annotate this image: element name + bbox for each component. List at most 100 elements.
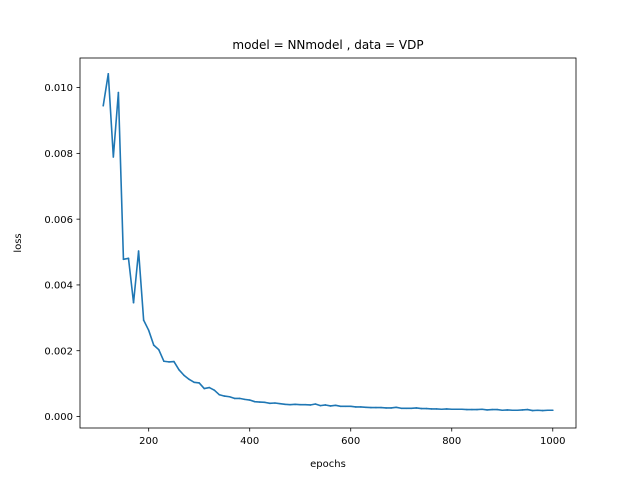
data-point [238,397,241,400]
data-point [410,407,413,410]
x-tick-label: 200 [139,436,158,447]
data-point [203,387,206,390]
x-tick-label: 1000 [540,436,565,447]
data-point [390,407,392,409]
data-point [415,407,418,409]
plot-frame [79,57,577,429]
y-axis-ticks: 0.000 0.002 0.004 0.006 0.008 0.010 [44,83,80,423]
data-point [284,403,286,406]
data-point [147,329,150,332]
data-point [102,104,105,107]
loss-line [102,72,554,412]
data-point [233,397,236,400]
data-point [112,156,115,158]
data-point [496,408,499,411]
data-point [122,258,125,261]
y-tick-label: 0.004 [44,281,73,292]
data-point [274,402,276,404]
data-point [516,409,519,412]
y-tick-label: 0.002 [44,346,73,357]
data-point [385,407,387,409]
data-point [531,409,534,412]
data-point [481,408,483,411]
chart-title: model = NNmodel , data = VDP [232,38,423,52]
data-point [395,406,397,409]
data-point [526,408,529,411]
data-point [455,408,458,411]
data-point [466,408,468,411]
data-point [461,408,463,411]
data-point [168,361,170,363]
data-point [157,348,160,351]
x-axis-label: epochs [310,459,346,470]
data-point [471,408,473,411]
data-point [299,403,302,406]
data-point [501,409,504,412]
data-point [450,408,453,411]
data-point [445,408,448,410]
data-point [193,381,195,384]
data-point [208,386,211,389]
data-point [349,405,352,408]
data-point [309,404,312,406]
data-point [491,408,493,411]
data-point [324,404,327,406]
y-axis-label: loss [13,233,24,252]
data-point [173,360,175,363]
data-point [319,404,322,407]
data-point [329,405,332,407]
data-point [188,378,190,381]
data-point [370,406,372,409]
data-point [264,401,266,404]
data-point [163,360,165,363]
data-point [354,406,357,408]
data-point [380,406,382,409]
data-point [253,400,256,403]
data-point [506,409,509,411]
data-point [259,401,261,403]
x-tick-label: 600 [341,436,360,447]
data-point [344,405,347,408]
data-point [137,250,140,252]
data-point [243,398,246,401]
data-point [198,382,201,384]
data-point [117,91,120,94]
data-point [213,389,216,391]
data-point [440,408,443,411]
data-point [375,406,377,409]
data-point [486,409,488,411]
data-point [365,406,367,409]
data-point [400,407,403,410]
plot-area [80,58,576,428]
data-point [228,395,231,398]
data-point [269,402,271,405]
y-tick-label: 0.006 [44,215,73,226]
y-tick-label: 0.010 [44,83,73,94]
x-axis-ticks: 200 400 600 800 1000 [139,428,565,447]
data-point [541,409,544,412]
data-point [360,406,362,408]
data-point [435,408,438,410]
data-point [334,404,337,407]
y-tick-label: 0.000 [44,412,73,423]
data-point [339,405,342,408]
data-point [152,344,155,346]
data-point [183,374,185,377]
data-point [107,72,110,75]
data-point [476,408,478,411]
data-point [420,407,423,410]
data-point [279,402,281,405]
data-point [546,409,549,412]
data-point [405,407,408,410]
data-point [178,368,180,371]
data-point [314,403,317,405]
data-point [430,408,433,410]
data-point [536,409,539,412]
data-point [521,409,524,411]
data-point [294,403,296,406]
data-point [248,399,251,401]
x-tick-label: 400 [240,436,259,447]
y-tick-label: 0.008 [44,149,73,160]
data-point [142,319,145,321]
